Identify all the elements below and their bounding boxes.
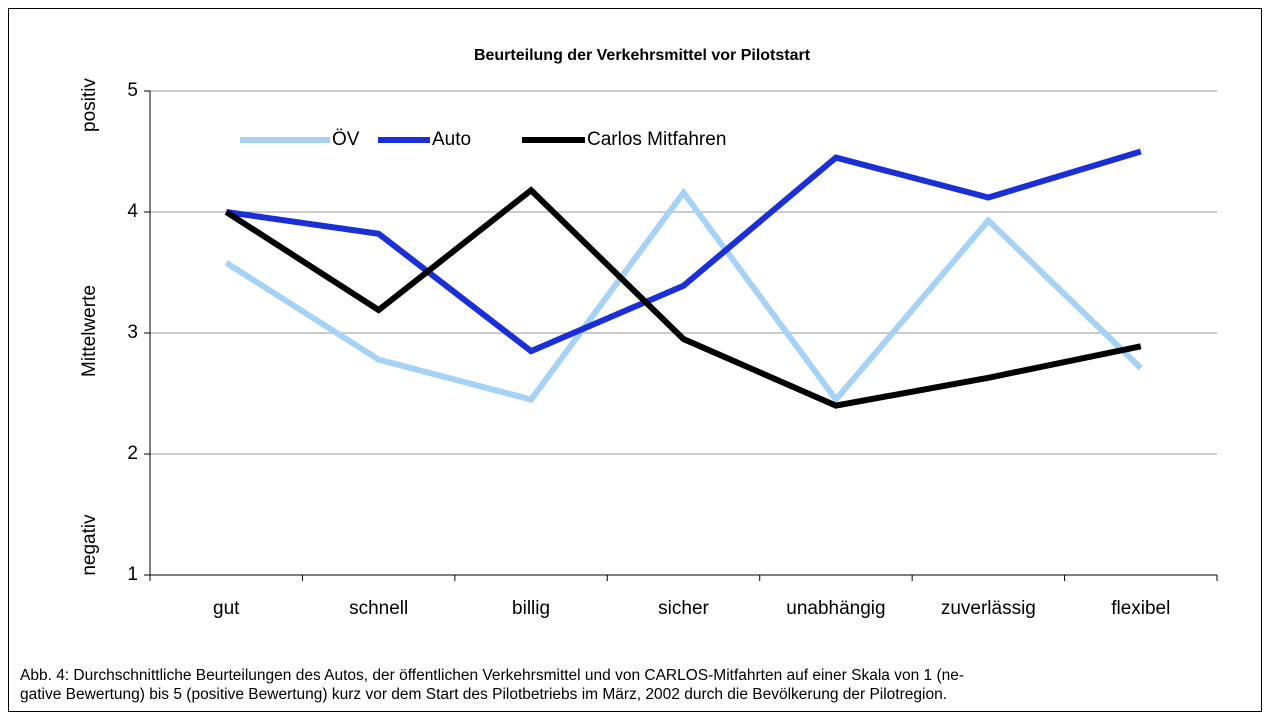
x-tick-label: schnell — [349, 598, 408, 619]
legend-label: Auto — [432, 129, 471, 150]
series-line — [225, 148, 1142, 355]
y-tick-label: 5 — [127, 80, 138, 101]
chart-title: Beurteilung der Verkehrsmittel vor Pilot… — [474, 47, 811, 64]
y-label-bottom: negativ — [79, 514, 100, 576]
x-tick-label: zuverlässig — [941, 598, 1036, 619]
chart-border — [8, 8, 1262, 712]
y-tick-label: 1 — [127, 564, 138, 585]
y-axis-title: Mittelwerte — [79, 285, 100, 377]
legend-label: Carlos Mitfahren — [587, 129, 726, 150]
series-line — [224, 187, 1143, 405]
x-tick-label: sicher — [658, 598, 709, 619]
caption-line: gative Bewertung) bis 5 (positive Bewert… — [20, 686, 947, 703]
series-line — [224, 186, 1142, 409]
legend-label: ÖV — [332, 129, 360, 150]
x-tick-label: unabhängig — [786, 598, 885, 619]
x-tick-label: flexibel — [1111, 598, 1170, 619]
y-label-top: positiv — [79, 78, 100, 132]
y-tick-label: 4 — [127, 201, 138, 222]
y-tick-label: 3 — [127, 322, 138, 343]
x-tick-label: billig — [512, 598, 550, 619]
y-tick-label: 2 — [127, 443, 138, 464]
x-tick-label: gut — [213, 598, 240, 619]
caption-line: Abb. 4: Durchschnittliche Beurteilungen … — [20, 667, 964, 684]
